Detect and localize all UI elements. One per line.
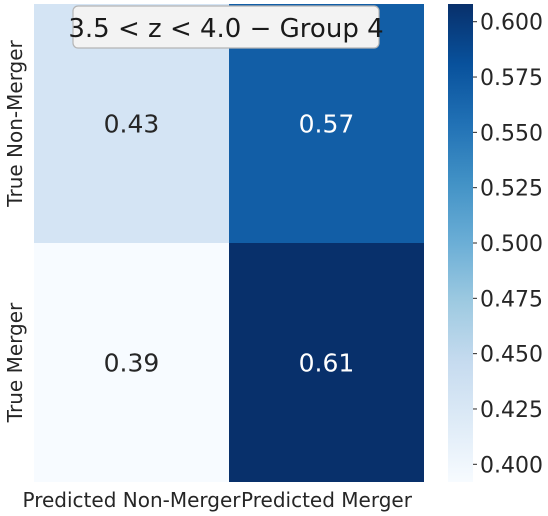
colorbar-tick-label: 0.575 — [480, 66, 543, 91]
x-tick-label: Predicted Merger — [241, 488, 413, 512]
colorbar-tick-label: 0.550 — [480, 121, 543, 146]
heatmap-cells — [34, 4, 424, 482]
colorbar: 0.400 0.425 0.450 0.475 0.500 0.525 0.550 0.575… — [448, 4, 543, 482]
heatmap-cell-label: 0.43 — [104, 110, 160, 139]
colorbar-tick-label: 0.500 — [480, 232, 543, 257]
colorbar-tick-label: 0.475 — [480, 287, 543, 312]
x-tick-label: Predicted Non-Merger — [23, 488, 242, 512]
colorbar-tick-label: 0.600 — [480, 11, 543, 36]
colorbar-tick-label: 0.425 — [480, 398, 543, 423]
y-tick-label: True Merger — [3, 302, 27, 423]
heatmap-cell-labels: 0.43 0.57 0.39 0.61 — [104, 110, 355, 378]
heatmap-cell — [229, 243, 424, 482]
chart-title: 3.5 < z < 4.0 − Group 4 — [68, 14, 383, 44]
colorbar-tick-label: 0.450 — [480, 343, 543, 368]
heatmap-cell-label: 0.39 — [104, 349, 160, 378]
colorbar-gradient — [448, 4, 473, 482]
x-axis-tick-labels: Predicted Non-Merger Predicted Merger — [23, 488, 413, 512]
colorbar-tick-label: 0.400 — [480, 453, 543, 478]
title-box: 3.5 < z < 4.0 − Group 4 — [68, 5, 384, 49]
y-axis-tick-labels: True Non-Merger True Merger — [3, 39, 27, 423]
heatmap-cell — [34, 243, 229, 482]
colorbar-tick-label: 0.525 — [480, 177, 543, 202]
heatmap-cell-label: 0.61 — [299, 349, 355, 378]
heatmap-cell-label: 0.57 — [299, 110, 355, 139]
colorbar-ticks: 0.400 0.425 0.450 0.475 0.500 0.525 0.550 0.575… — [473, 11, 543, 478]
title-background — [72, 5, 380, 49]
y-tick-label: True Non-Merger — [3, 39, 27, 207]
